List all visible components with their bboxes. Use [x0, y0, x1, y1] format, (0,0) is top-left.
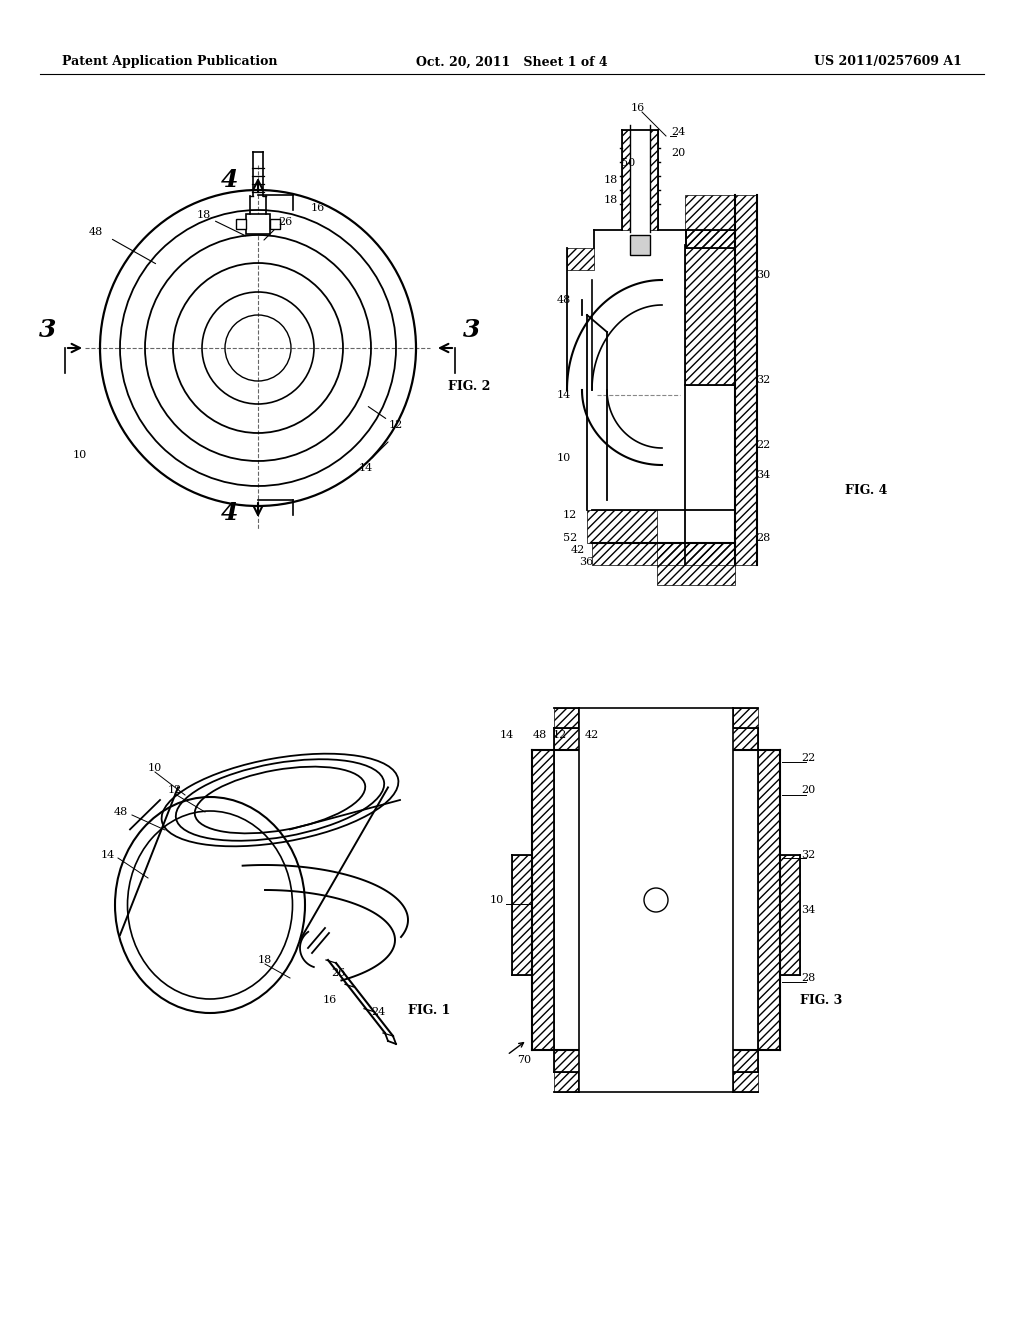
- Text: FIG. 3: FIG. 3: [800, 994, 843, 1006]
- Text: 18: 18: [258, 954, 272, 965]
- Text: 18: 18: [197, 210, 211, 220]
- Text: 12: 12: [563, 510, 578, 520]
- Bar: [758, 750, 780, 1049]
- Bar: [579, 708, 733, 1092]
- Text: 20: 20: [801, 785, 815, 795]
- Bar: [780, 855, 800, 975]
- Text: 14: 14: [500, 730, 514, 741]
- Text: 30: 30: [756, 271, 770, 280]
- Text: 42: 42: [585, 730, 599, 741]
- Bar: [592, 543, 735, 565]
- Text: 16: 16: [311, 203, 326, 213]
- Bar: [587, 510, 657, 543]
- Text: 22: 22: [756, 440, 770, 450]
- Bar: [630, 235, 650, 255]
- Bar: [554, 1049, 758, 1072]
- Text: 32: 32: [756, 375, 770, 385]
- Text: 32: 32: [801, 850, 815, 861]
- Bar: [733, 1072, 758, 1092]
- Bar: [735, 195, 757, 565]
- Text: 24: 24: [371, 1007, 385, 1016]
- Text: 42: 42: [570, 545, 585, 554]
- Bar: [657, 543, 735, 585]
- Text: 3: 3: [463, 318, 480, 342]
- Text: 10: 10: [489, 895, 504, 906]
- Text: 14: 14: [557, 389, 571, 400]
- Bar: [554, 708, 579, 729]
- Bar: [512, 855, 532, 975]
- Text: 10: 10: [557, 453, 571, 463]
- Text: 18: 18: [604, 195, 618, 205]
- Text: 3: 3: [39, 318, 56, 342]
- Text: 12: 12: [553, 730, 567, 741]
- Bar: [554, 1072, 579, 1092]
- Text: 28: 28: [801, 973, 815, 983]
- Bar: [733, 708, 758, 729]
- Text: 14: 14: [100, 850, 115, 861]
- Bar: [686, 230, 735, 248]
- Text: 34: 34: [801, 906, 815, 915]
- Text: 48: 48: [557, 294, 571, 305]
- Text: 50: 50: [621, 158, 635, 168]
- Bar: [236, 219, 246, 228]
- Bar: [532, 750, 554, 1049]
- Bar: [554, 729, 758, 750]
- Text: Oct. 20, 2011   Sheet 1 of 4: Oct. 20, 2011 Sheet 1 of 4: [416, 55, 608, 69]
- Text: 12: 12: [168, 785, 182, 795]
- Text: 20: 20: [671, 148, 685, 158]
- Text: 16: 16: [631, 103, 645, 114]
- Text: 34: 34: [756, 470, 770, 480]
- Text: 4: 4: [221, 168, 239, 191]
- Text: FIG. 2: FIG. 2: [449, 380, 490, 392]
- Text: 48: 48: [532, 730, 547, 741]
- Text: 48: 48: [89, 227, 103, 238]
- Text: 4: 4: [221, 502, 239, 525]
- Text: 10: 10: [73, 450, 87, 459]
- Bar: [685, 195, 735, 385]
- Bar: [567, 248, 594, 271]
- Text: 26: 26: [278, 216, 292, 227]
- Bar: [650, 129, 658, 230]
- Text: Patent Application Publication: Patent Application Publication: [62, 55, 278, 69]
- Text: 22: 22: [801, 752, 815, 763]
- Bar: [246, 214, 270, 234]
- Text: 70: 70: [517, 1055, 531, 1065]
- Text: 48: 48: [114, 807, 128, 817]
- Text: FIG. 1: FIG. 1: [408, 1003, 451, 1016]
- Text: 12: 12: [389, 420, 403, 430]
- Text: FIG. 4: FIG. 4: [845, 483, 888, 496]
- Text: 36: 36: [579, 557, 593, 568]
- Text: 10: 10: [147, 763, 162, 774]
- Text: 28: 28: [756, 533, 770, 543]
- Text: 14: 14: [358, 463, 373, 473]
- Text: 24: 24: [671, 127, 685, 137]
- Text: 52: 52: [563, 533, 578, 543]
- Bar: [622, 129, 630, 230]
- Text: 16: 16: [323, 995, 337, 1005]
- Text: US 2011/0257609 A1: US 2011/0257609 A1: [814, 55, 962, 69]
- Text: 26: 26: [331, 968, 345, 978]
- Text: 18: 18: [604, 176, 618, 185]
- Bar: [270, 219, 280, 228]
